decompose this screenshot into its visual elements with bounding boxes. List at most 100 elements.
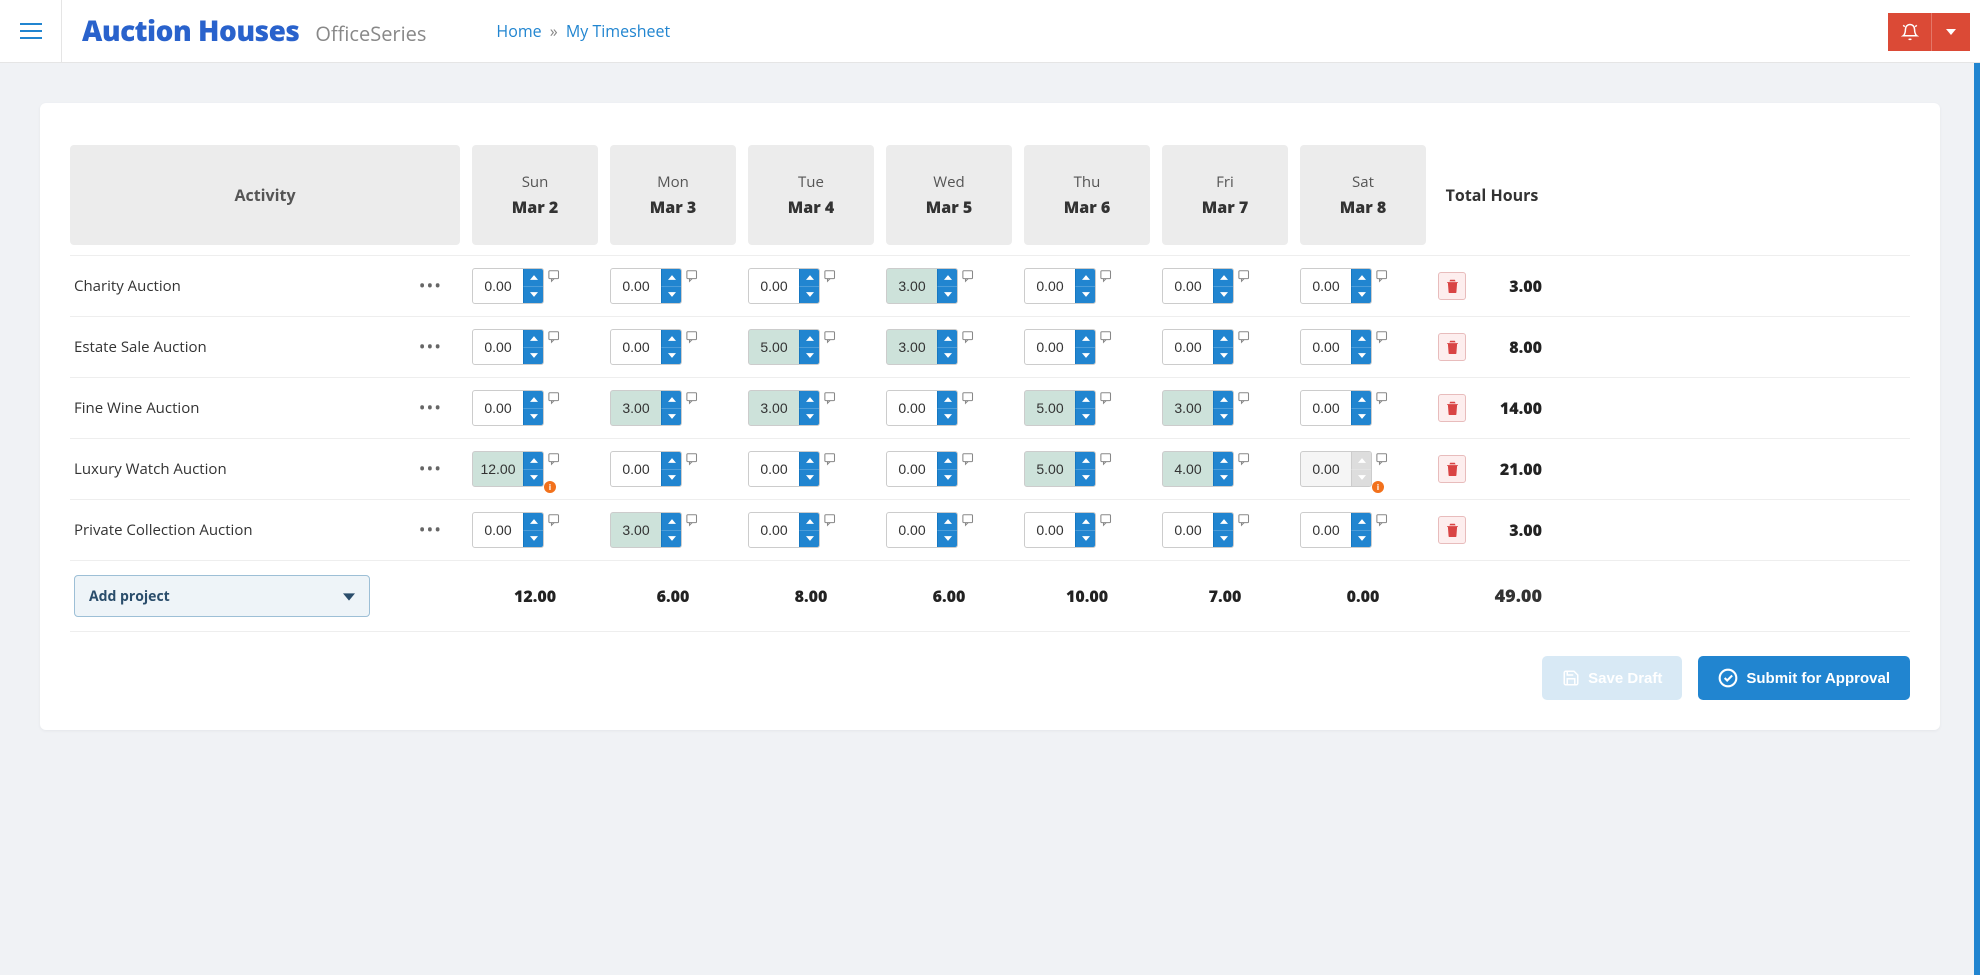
hour-input[interactable] [1025, 452, 1075, 486]
spinner-down[interactable] [937, 347, 957, 365]
hour-input[interactable] [1301, 452, 1351, 486]
spinner-up[interactable] [937, 452, 957, 469]
spinner-up[interactable] [1213, 513, 1233, 530]
spinner-down[interactable] [1351, 408, 1371, 426]
spinner-down[interactable] [1075, 530, 1095, 548]
note-icon[interactable] [824, 513, 838, 527]
note-icon[interactable] [1376, 269, 1390, 283]
note-icon[interactable] [962, 269, 976, 283]
spinner-up[interactable] [937, 269, 957, 286]
note-icon[interactable] [1376, 452, 1390, 466]
note-icon[interactable] [1238, 269, 1252, 283]
spinner-down[interactable] [523, 469, 543, 487]
spinner-up[interactable] [1213, 452, 1233, 469]
hour-input[interactable] [473, 391, 523, 425]
hour-input[interactable] [749, 269, 799, 303]
spinner-down[interactable] [523, 347, 543, 365]
spinner-down[interactable] [523, 530, 543, 548]
note-icon[interactable] [824, 391, 838, 405]
note-icon[interactable] [1376, 391, 1390, 405]
spinner-up[interactable] [661, 269, 681, 286]
spinner-up[interactable] [1213, 269, 1233, 286]
note-icon[interactable] [1376, 513, 1390, 527]
spinner-down[interactable] [661, 286, 681, 304]
spinner-down[interactable] [1351, 286, 1371, 304]
note-icon[interactable] [824, 452, 838, 466]
spinner-up[interactable] [799, 330, 819, 347]
spinner-down[interactable] [661, 347, 681, 365]
hour-input[interactable] [1301, 391, 1351, 425]
note-icon[interactable] [1100, 391, 1114, 405]
spinner-down[interactable] [799, 469, 819, 487]
hour-input[interactable] [749, 330, 799, 364]
notification-dropdown[interactable] [1932, 13, 1970, 51]
spinner-down[interactable] [1351, 530, 1371, 548]
hour-input[interactable] [887, 330, 937, 364]
hour-input[interactable] [887, 269, 937, 303]
delete-row-button[interactable] [1438, 333, 1466, 361]
note-icon[interactable] [548, 513, 562, 527]
spinner-down[interactable] [1075, 347, 1095, 365]
spinner-up[interactable] [1351, 452, 1371, 469]
spinner-up[interactable] [799, 452, 819, 469]
hour-input[interactable] [749, 452, 799, 486]
hour-input[interactable] [611, 391, 661, 425]
spinner-up[interactable] [1075, 391, 1095, 408]
spinner-up[interactable] [1213, 391, 1233, 408]
spinner-down[interactable] [799, 408, 819, 426]
row-actions-button[interactable]: ••• [411, 453, 450, 485]
hour-input[interactable] [1025, 513, 1075, 547]
row-actions-button[interactable]: ••• [411, 331, 450, 363]
spinner-down[interactable] [1351, 469, 1371, 487]
hour-input[interactable] [1163, 391, 1213, 425]
spinner-up[interactable] [661, 391, 681, 408]
hour-input[interactable] [473, 330, 523, 364]
spinner-down[interactable] [937, 408, 957, 426]
row-actions-button[interactable]: ••• [411, 392, 450, 424]
spinner-down[interactable] [799, 286, 819, 304]
spinner-down[interactable] [937, 286, 957, 304]
hour-input[interactable] [611, 330, 661, 364]
delete-row-button[interactable] [1438, 516, 1466, 544]
row-actions-button[interactable]: ••• [411, 270, 450, 302]
spinner-down[interactable] [799, 530, 819, 548]
spinner-down[interactable] [1213, 530, 1233, 548]
spinner-down[interactable] [1213, 286, 1233, 304]
note-icon[interactable] [548, 330, 562, 344]
note-icon[interactable] [824, 330, 838, 344]
spinner-down[interactable] [523, 408, 543, 426]
spinner-up[interactable] [1213, 330, 1233, 347]
hour-input[interactable] [887, 513, 937, 547]
warn-icon[interactable]: i [1372, 481, 1384, 493]
note-icon[interactable] [1100, 269, 1114, 283]
spinner-down[interactable] [1075, 469, 1095, 487]
note-icon[interactable] [1238, 391, 1252, 405]
spinner-down[interactable] [1075, 286, 1095, 304]
note-icon[interactable] [962, 391, 976, 405]
spinner-down[interactable] [661, 469, 681, 487]
spinner-up[interactable] [1351, 391, 1371, 408]
hour-input[interactable] [1163, 269, 1213, 303]
note-icon[interactable] [1100, 452, 1114, 466]
hour-input[interactable] [749, 513, 799, 547]
spinner-up[interactable] [661, 330, 681, 347]
spinner-up[interactable] [1075, 452, 1095, 469]
save-draft-button[interactable]: Save Draft [1542, 656, 1682, 700]
hour-input[interactable] [473, 452, 523, 486]
note-icon[interactable] [686, 330, 700, 344]
note-icon[interactable] [1100, 330, 1114, 344]
delete-row-button[interactable] [1438, 394, 1466, 422]
note-icon[interactable] [686, 269, 700, 283]
hour-input[interactable] [611, 513, 661, 547]
note-icon[interactable] [962, 330, 976, 344]
spinner-up[interactable] [523, 391, 543, 408]
spinner-down[interactable] [1351, 347, 1371, 365]
hour-input[interactable] [611, 452, 661, 486]
hour-input[interactable] [473, 269, 523, 303]
spinner-up[interactable] [1075, 330, 1095, 347]
note-icon[interactable] [686, 391, 700, 405]
delete-row-button[interactable] [1438, 455, 1466, 483]
menu-toggle[interactable] [0, 0, 62, 63]
spinner-up[interactable] [523, 452, 543, 469]
spinner-down[interactable] [937, 530, 957, 548]
